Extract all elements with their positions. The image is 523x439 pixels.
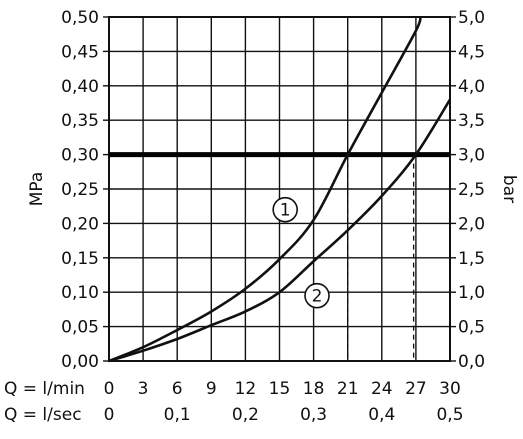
left-tick-label: 0,45 [61,42,99,62]
curve-2 [108,98,452,363]
plot-frame [108,16,451,362]
x-lpm-tick-label: 3 [138,379,149,399]
right-tick-label: 2,0 [458,214,485,234]
right-tick-label: 1,0 [458,283,485,303]
drop-lines-group [347,154,415,361]
right-tick-label: 3,5 [458,111,485,131]
chart-grid [103,16,456,362]
x-lpm-tick-label: 21 [337,379,359,399]
left-tick-label: 0,15 [61,249,99,269]
left-tick-label: 0,10 [61,283,99,303]
right-tick-label: 5,0 [458,8,485,28]
left-axis-label: MPa [27,172,47,207]
curve-marker-label: 1 [280,201,291,221]
left-tick-label: 0,05 [61,318,99,338]
x-lpm-tick-label: 0 [104,379,115,399]
right-axis-label: bar [499,175,519,203]
x-lpm-tick-label: 30 [439,379,461,399]
x-lps-tick-label: 0,3 [300,405,327,425]
x-axis-lpm-label: Q = l/min [4,379,85,399]
right-tick-label: 0,0 [458,352,485,372]
left-tick-label: 0,00 [61,352,99,372]
x-lps-tick-label: 0 [104,405,115,425]
x-lpm-tick-label: 24 [371,379,393,399]
x-lpm-tick-label: 27 [405,379,427,399]
curve-1 [108,16,422,363]
x-lps-tick-label: 0,2 [232,405,259,425]
x-lpm-tick-label: 6 [172,379,183,399]
curve-marker-circle [304,282,330,309]
right-tick-label: 0,5 [458,318,485,338]
left-tick-label: 0,25 [61,180,99,200]
left-tick-label: 0,40 [61,77,99,97]
curve-marker-circle [272,196,298,223]
left-tick-label: 0,50 [61,8,99,28]
x-lps-tick-label: 0,1 [164,405,191,425]
curve-marker-label: 2 [312,287,323,307]
x-lps-tick-label: 0,4 [368,405,395,425]
right-tick-label: 1,5 [458,249,485,269]
left-tick-label: 0,30 [61,146,99,166]
x-lpm-tick-label: 12 [235,379,257,399]
right-tick-label: 3,0 [458,146,485,166]
left-tick-label: 0,20 [61,214,99,234]
x-lpm-tick-label: 15 [269,379,291,399]
right-tick-label: 4,0 [458,77,485,97]
x-lpm-tick-label: 18 [303,379,325,399]
curves-group [108,16,452,363]
tick-labels-group: 0,000,050,100,150,200,250,300,350,400,45… [61,8,485,425]
curve-markers-group: 12 [272,196,330,309]
x-lpm-tick-label: 9 [206,379,217,399]
right-tick-label: 4,5 [458,42,485,62]
x-axis-lps-label: Q = l/sec [4,405,82,425]
right-tick-label: 2,5 [458,180,485,200]
left-tick-label: 0,35 [61,111,99,131]
x-lps-tick-label: 0,5 [436,405,463,425]
